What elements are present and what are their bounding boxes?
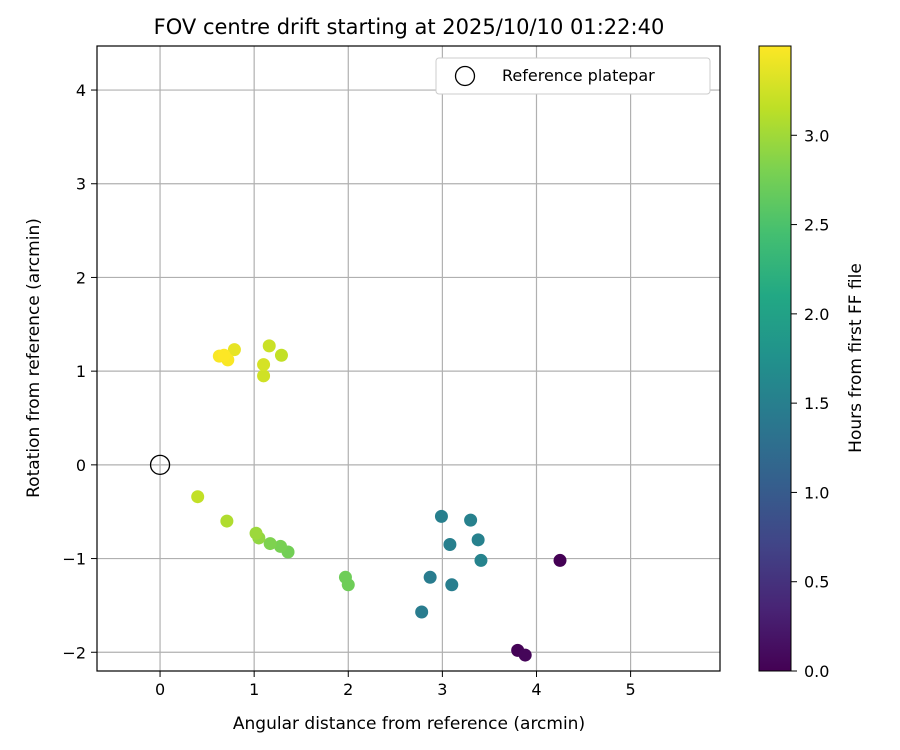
grid bbox=[97, 46, 720, 671]
data-point bbox=[249, 526, 263, 540]
data-point bbox=[443, 538, 457, 552]
x-tick-label: 2 bbox=[343, 680, 353, 699]
data-point bbox=[434, 509, 448, 523]
colorbar-tick-label: 3.0 bbox=[804, 126, 829, 145]
x-tick-label: 3 bbox=[437, 680, 447, 699]
data-point bbox=[257, 358, 271, 372]
x-axis-ticks: 0 1 2 3 4 5 bbox=[155, 671, 636, 699]
data-point bbox=[415, 605, 429, 619]
data-point bbox=[445, 578, 459, 592]
x-axis-label: Angular distance from reference (arcmin) bbox=[233, 714, 585, 734]
colorbar-tick-label: 0.0 bbox=[804, 662, 829, 681]
y-tick-label: 4 bbox=[76, 81, 86, 100]
data-point bbox=[423, 570, 437, 584]
y-axis-ticks: −2 −1 0 1 2 3 4 bbox=[62, 81, 97, 662]
data-point bbox=[220, 514, 234, 528]
x-tick-label: 1 bbox=[249, 680, 259, 699]
colorbar-tick-label: 1.5 bbox=[804, 394, 829, 413]
plot-frame bbox=[96, 45, 721, 672]
data-point bbox=[257, 369, 271, 383]
data-point bbox=[191, 490, 205, 504]
legend: Reference platepar bbox=[435, 57, 711, 95]
reference-marker bbox=[149, 454, 171, 476]
data-points bbox=[191, 339, 567, 662]
y-axis-label: Rotation from reference (arcmin) bbox=[24, 218, 44, 498]
data-point bbox=[553, 553, 567, 567]
data-point bbox=[262, 339, 276, 353]
y-tick-label: 3 bbox=[76, 175, 86, 194]
data-point bbox=[263, 537, 277, 551]
colorbar-tick-label: 2.0 bbox=[804, 305, 829, 324]
y-tick-label: −1 bbox=[62, 550, 86, 569]
y-tick-label: −2 bbox=[62, 643, 86, 662]
data-point bbox=[474, 553, 488, 567]
colorbar-label: Hours from first FF file bbox=[846, 263, 866, 453]
x-tick-label: 5 bbox=[626, 680, 636, 699]
y-tick-label: 1 bbox=[76, 362, 86, 381]
y-tick-label: 2 bbox=[76, 268, 86, 287]
legend-marker-reference bbox=[454, 65, 476, 87]
x-tick-label: 0 bbox=[155, 680, 165, 699]
data-point bbox=[274, 539, 288, 553]
y-tick-label: 0 bbox=[76, 456, 86, 475]
data-point bbox=[464, 513, 478, 527]
x-tick-label: 4 bbox=[531, 680, 541, 699]
data-point bbox=[227, 343, 241, 357]
data-point bbox=[217, 348, 231, 362]
data-point bbox=[471, 533, 485, 547]
chart-title: FOV centre drift starting at 2025/10/10 … bbox=[154, 15, 665, 39]
colorbar-tick-label: 2.5 bbox=[804, 216, 829, 235]
data-point bbox=[341, 578, 355, 592]
data-point bbox=[518, 648, 532, 662]
legend-label-reference: Reference platepar bbox=[502, 66, 655, 85]
colorbar-ticks: 0.0 0.5 1.0 1.5 2.0 2.5 3.0 bbox=[791, 126, 829, 681]
colorbar-tick-label: 0.5 bbox=[804, 573, 829, 592]
colorbar bbox=[758, 45, 792, 672]
legend-box bbox=[435, 57, 711, 95]
data-point bbox=[274, 348, 288, 362]
colorbar-tick-label: 1.0 bbox=[804, 483, 829, 502]
reference-platepar-point bbox=[149, 454, 171, 476]
